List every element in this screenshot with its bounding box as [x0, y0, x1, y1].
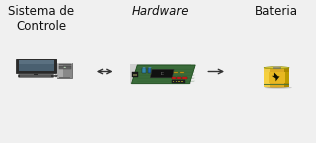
Bar	[143, 68, 146, 73]
Bar	[28, 75, 32, 76]
Bar	[172, 80, 185, 83]
Bar	[34, 73, 38, 75]
Bar	[23, 75, 49, 76]
Bar	[264, 72, 289, 83]
Bar	[148, 68, 151, 73]
Text: Sistema de
Controle: Sistema de Controle	[8, 5, 74, 33]
Bar	[32, 76, 36, 77]
Bar	[179, 81, 180, 82]
Bar	[44, 76, 47, 77]
Bar	[182, 77, 186, 79]
Bar	[58, 67, 71, 68]
Bar	[40, 76, 44, 77]
Text: IC: IC	[160, 72, 164, 76]
Bar	[130, 64, 191, 84]
Text: Bateria: Bateria	[255, 5, 298, 18]
Polygon shape	[168, 78, 170, 79]
Bar	[17, 59, 57, 73]
Bar	[48, 76, 52, 77]
Bar	[36, 76, 40, 77]
Bar	[180, 72, 184, 73]
Bar	[133, 74, 137, 75]
Ellipse shape	[143, 67, 146, 68]
Bar	[264, 84, 289, 86]
Bar	[181, 81, 183, 82]
Bar	[58, 64, 71, 65]
Ellipse shape	[54, 75, 58, 77]
Polygon shape	[272, 73, 280, 82]
Bar	[36, 75, 40, 76]
Bar	[176, 81, 177, 82]
Polygon shape	[163, 78, 166, 79]
Bar	[44, 75, 47, 76]
Ellipse shape	[264, 87, 292, 89]
Polygon shape	[137, 78, 195, 79]
Ellipse shape	[64, 67, 66, 68]
Bar	[19, 59, 53, 71]
Bar	[264, 68, 289, 87]
Polygon shape	[158, 78, 161, 79]
Bar	[24, 76, 28, 77]
Bar	[16, 59, 56, 73]
FancyBboxPatch shape	[19, 75, 54, 77]
Bar	[48, 75, 52, 76]
Bar	[40, 75, 44, 76]
Bar	[273, 67, 280, 68]
Bar	[57, 63, 72, 79]
Bar	[59, 77, 70, 78]
Bar	[19, 59, 53, 64]
Bar	[285, 72, 289, 83]
Bar	[283, 68, 289, 87]
Bar	[133, 75, 137, 76]
Ellipse shape	[264, 67, 289, 69]
Bar	[28, 76, 32, 77]
Bar	[174, 72, 178, 73]
Bar	[58, 66, 71, 67]
Polygon shape	[131, 65, 195, 84]
Bar	[132, 72, 138, 77]
Bar	[264, 68, 270, 87]
Bar	[264, 72, 269, 83]
Polygon shape	[137, 72, 195, 73]
Bar	[32, 75, 36, 76]
Bar	[57, 63, 63, 79]
Ellipse shape	[148, 67, 151, 68]
Ellipse shape	[264, 86, 289, 88]
Bar	[20, 75, 24, 76]
Bar	[173, 81, 174, 82]
Bar	[24, 75, 28, 76]
Bar	[172, 77, 176, 79]
Polygon shape	[150, 69, 174, 78]
Polygon shape	[137, 75, 195, 76]
Ellipse shape	[54, 75, 58, 77]
Text: Hardware: Hardware	[132, 5, 189, 18]
Polygon shape	[154, 78, 156, 79]
Bar	[177, 77, 181, 79]
Bar	[20, 76, 24, 77]
